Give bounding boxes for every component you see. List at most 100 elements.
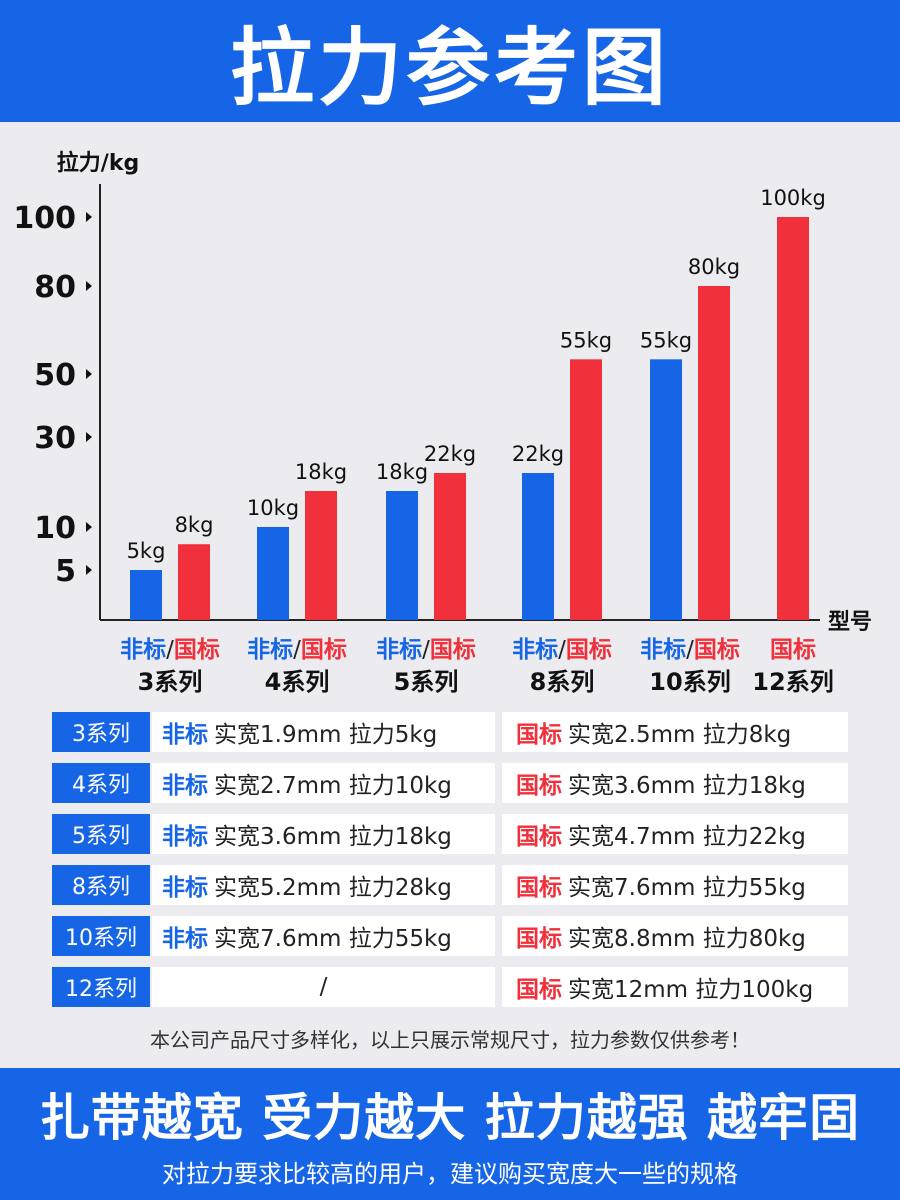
bar-value-label: 18kg — [376, 460, 428, 484]
standard-tag: 国标 — [516, 977, 562, 1003]
spec-standard-cell: 国标 实宽4.7mm 拉力22kg — [502, 814, 848, 854]
bar — [650, 359, 682, 620]
standard-spec-text: 实宽7.6mm 拉力55kg — [568, 875, 806, 901]
bar — [130, 570, 162, 620]
spec-nonstandard-cell: / — [152, 967, 495, 1007]
category-name-label: 12系列 — [752, 668, 833, 696]
bar-value-label: 10kg — [247, 496, 299, 520]
category-type-label: 非标/国标 — [247, 637, 347, 663]
bar-value-label: 22kg — [512, 442, 564, 466]
spec-standard-cell: 国标 实宽8.8mm 拉力80kg — [502, 916, 848, 956]
spec-row: 4系列 非标 实宽2.7mm 拉力10kg 国标 实宽3.6mm 拉力18kg — [50, 763, 850, 803]
bar-value-label: 5kg — [127, 539, 166, 563]
spec-row: 5系列 非标 实宽3.6mm 拉力18kg 国标 实宽4.7mm 拉力22kg — [50, 814, 850, 854]
standard-tag: 国标 — [516, 875, 562, 901]
nonstandard-spec-text: 实宽5.2mm 拉力28kg — [214, 875, 452, 901]
spec-series-label: 4系列 — [52, 763, 150, 803]
page-title: 拉力参考图 — [229, 18, 670, 117]
bar-value-label: 8kg — [175, 513, 214, 537]
y-tick-label: 100 — [13, 201, 76, 236]
standard-tag: 国标 — [516, 773, 562, 799]
bar — [522, 473, 554, 620]
y-tick-label: 30 — [34, 421, 76, 456]
spec-nonstandard-cell: 非标 实宽3.6mm 拉力18kg — [152, 814, 495, 854]
category-type-label: 非标/国标 — [120, 637, 220, 663]
spec-series-label: 8系列 — [52, 865, 150, 905]
nonstandard-tag: 非标 — [162, 773, 208, 799]
category-type-label: 非标/国标 — [512, 637, 612, 663]
bar — [698, 286, 730, 620]
spec-row: 12系列 / 国标 实宽12mm 拉力100kg — [50, 967, 850, 1007]
bar-value-label: 80kg — [688, 255, 740, 279]
spec-nonstandard-cell: 非标 实宽2.7mm 拉力10kg — [152, 763, 495, 803]
y-tick-marker — [86, 369, 92, 379]
spec-row: 8系列 非标 实宽5.2mm 拉力28kg 国标 实宽7.6mm 拉力55kg — [50, 865, 850, 905]
spec-nonstandard-cell: 非标 实宽5.2mm 拉力28kg — [152, 865, 495, 905]
standard-spec-text: 实宽2.5mm 拉力8kg — [568, 722, 792, 748]
bar-value-label: 18kg — [295, 460, 347, 484]
y-tick-label: 10 — [34, 511, 76, 546]
nonstandard-spec-text: 实宽3.6mm 拉力18kg — [214, 824, 452, 850]
nonstandard-tag: 非标 — [162, 824, 208, 850]
category-type-label: 国标 — [770, 637, 816, 663]
bar-value-label: 22kg — [424, 442, 476, 466]
bar-value-label: 100kg — [760, 186, 826, 210]
category-name-label: 10系列 — [649, 668, 730, 696]
y-tick-label: 5 — [55, 554, 76, 589]
standard-spec-text: 实宽8.8mm 拉力80kg — [568, 926, 806, 952]
y-tick-marker — [86, 565, 92, 575]
spec-nonstandard-cell: 非标 实宽7.6mm 拉力55kg — [152, 916, 495, 956]
spec-standard-cell: 国标 实宽7.6mm 拉力55kg — [502, 865, 848, 905]
nonstandard-tag: 非标 — [162, 722, 208, 748]
category-name-label: 4系列 — [265, 668, 330, 696]
bar — [386, 491, 418, 620]
spec-standard-cell: 国标 实宽12mm 拉力100kg — [502, 967, 848, 1007]
category-name-label: 5系列 — [394, 668, 459, 696]
x-axis-label: 型号 — [828, 610, 872, 635]
standard-spec-text: 实宽3.6mm 拉力18kg — [568, 773, 806, 799]
bar — [570, 359, 602, 620]
bar — [178, 544, 210, 620]
spec-row: 3系列 非标 实宽1.9mm 拉力5kg 国标 实宽2.5mm 拉力8kg — [50, 712, 850, 752]
spec-series-label: 5系列 — [52, 814, 150, 854]
y-tick-marker — [86, 281, 92, 291]
spec-standard-cell: 国标 实宽3.6mm 拉力18kg — [502, 763, 848, 803]
tension-chart: 拉力/kg 型号 5 10 30 50 80 100 5kg 8kg 非标/国标 3系列 10kg 18k… — [0, 122, 900, 702]
bottom-subtitle: 对拉力要求比较高的用户，建议购买宽度大一些的规格 — [162, 1160, 738, 1188]
bottom-banner: 扎带越宽 受力越大 拉力越强 越牢固 对拉力要求比较高的用户，建议购买宽度大一些… — [0, 1068, 900, 1200]
bar — [434, 473, 466, 620]
bar — [777, 217, 809, 620]
standard-tag: 国标 — [516, 824, 562, 850]
y-tick-marker — [86, 432, 92, 442]
spec-standard-cell: 国标 实宽2.5mm 拉力8kg — [502, 712, 848, 752]
nonstandard-tag: 非标 — [162, 926, 208, 952]
spec-series-label: 10系列 — [52, 916, 150, 956]
y-tick-label: 80 — [34, 270, 76, 305]
y-tick-marker — [86, 522, 92, 532]
nonstandard-spec-text: 实宽2.7mm 拉力10kg — [214, 773, 452, 799]
standard-tag: 国标 — [516, 722, 562, 748]
slogan: 扎带越宽 受力越大 拉力越强 越牢固 — [39, 1089, 861, 1147]
category-name-label: 3系列 — [138, 668, 203, 696]
disclaimer-note: 本公司产品尺寸多样化，以上只展示常规尺寸，拉力参数仅供参考！ — [150, 1028, 750, 1052]
standard-spec-text: 实宽12mm 拉力100kg — [568, 977, 814, 1003]
title-banner: 拉力参考图 — [0, 0, 900, 122]
nonstandard-spec-text: / — [319, 974, 328, 1000]
category-type-label: 非标/国标 — [376, 637, 476, 663]
spec-series-label: 12系列 — [52, 967, 150, 1007]
nonstandard-tag: 非标 — [162, 875, 208, 901]
bar — [305, 491, 337, 620]
bar-value-label: 55kg — [640, 328, 692, 352]
spec-series-label: 3系列 — [52, 712, 150, 752]
y-axis-label: 拉力/kg — [57, 150, 139, 176]
nonstandard-spec-text: 实宽1.9mm 拉力5kg — [214, 722, 438, 748]
spec-table: 3系列 非标 实宽1.9mm 拉力5kg 国标 实宽2.5mm 拉力8kg 4系列 非标 实宽… — [50, 712, 850, 1018]
category-type-label: 非标/国标 — [640, 637, 740, 663]
y-tick-marker — [86, 212, 92, 222]
standard-spec-text: 实宽4.7mm 拉力22kg — [568, 824, 806, 850]
bar-value-label: 55kg — [560, 328, 612, 352]
spec-row: 10系列 非标 实宽7.6mm 拉力55kg 国标 实宽8.8mm 拉力80kg — [50, 916, 850, 956]
spec-nonstandard-cell: 非标 实宽1.9mm 拉力5kg — [152, 712, 495, 752]
bar-chart: 拉力/kg 型号 5 10 30 50 80 100 5kg 8kg 非标/国标 3系列 10kg 18k… — [13, 150, 872, 696]
category-name-label: 8系列 — [530, 668, 595, 696]
